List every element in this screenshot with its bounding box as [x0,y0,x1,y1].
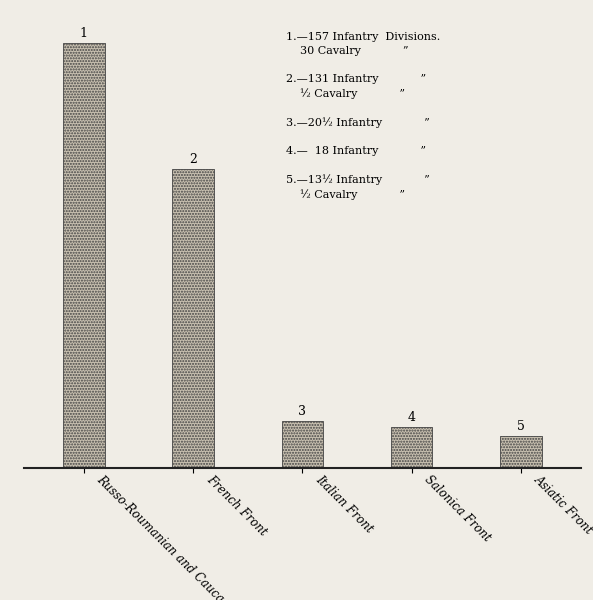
Text: 1.—157 Infantry  Divisions.
    30 Cavalry            ”

2.—131 Infantry        : 1.—157 Infantry Divisions. 30 Cavalry ” … [286,31,440,200]
Text: Russo-Roumanian and Caucasian Fronts: Russo-Roumanian and Caucasian Fronts [94,473,275,600]
Text: Asiatic Front: Asiatic Front [531,473,593,536]
Text: 2: 2 [189,153,197,166]
Bar [391,427,432,468]
Bar [173,169,214,468]
Text: 1: 1 [80,26,88,40]
Bar [282,421,323,468]
Bar [63,43,104,468]
Text: 4: 4 [408,410,416,424]
Bar [500,436,542,468]
Text: Salonica Front: Salonica Front [422,473,493,544]
Text: French Front: French Front [203,473,269,538]
Text: 3: 3 [298,405,307,418]
Text: Italian Front: Italian Front [313,473,375,535]
Text: 5: 5 [517,420,525,433]
